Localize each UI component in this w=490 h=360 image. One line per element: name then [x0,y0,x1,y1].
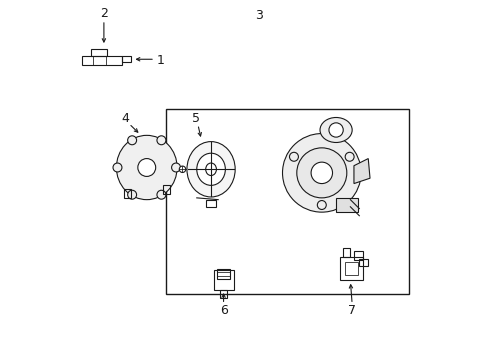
Ellipse shape [179,166,186,172]
Ellipse shape [138,158,156,176]
Ellipse shape [187,141,235,197]
Text: 2: 2 [100,8,108,21]
Bar [122,56,131,62]
Ellipse shape [157,136,166,145]
Ellipse shape [117,135,177,200]
Text: 1: 1 [157,54,165,67]
Bar [336,198,358,212]
Text: 6: 6 [220,304,227,317]
Bar [217,269,230,279]
Bar [92,49,107,56]
Ellipse shape [172,163,180,172]
Ellipse shape [318,201,326,210]
Text: 7: 7 [348,304,356,317]
Bar [359,258,368,266]
Ellipse shape [157,190,166,199]
Text: 4: 4 [122,112,129,125]
Ellipse shape [128,190,137,199]
Bar [206,200,217,207]
Ellipse shape [283,134,361,212]
Bar [163,185,170,194]
Ellipse shape [297,148,347,198]
Bar [343,248,350,257]
Text: 3: 3 [255,9,263,22]
Ellipse shape [197,153,225,185]
Ellipse shape [329,123,343,137]
Bar [167,109,409,294]
Bar [82,56,122,65]
Bar [345,262,358,275]
Ellipse shape [345,152,354,161]
Bar [354,251,363,260]
Ellipse shape [320,117,352,143]
Bar [340,257,363,280]
Ellipse shape [128,136,137,145]
Bar [220,290,227,298]
Bar [214,270,234,290]
Polygon shape [354,158,370,184]
Bar [123,189,131,198]
Ellipse shape [206,163,217,176]
Text: 5: 5 [192,112,200,125]
Ellipse shape [113,163,122,172]
Ellipse shape [290,152,298,161]
Ellipse shape [311,162,333,184]
